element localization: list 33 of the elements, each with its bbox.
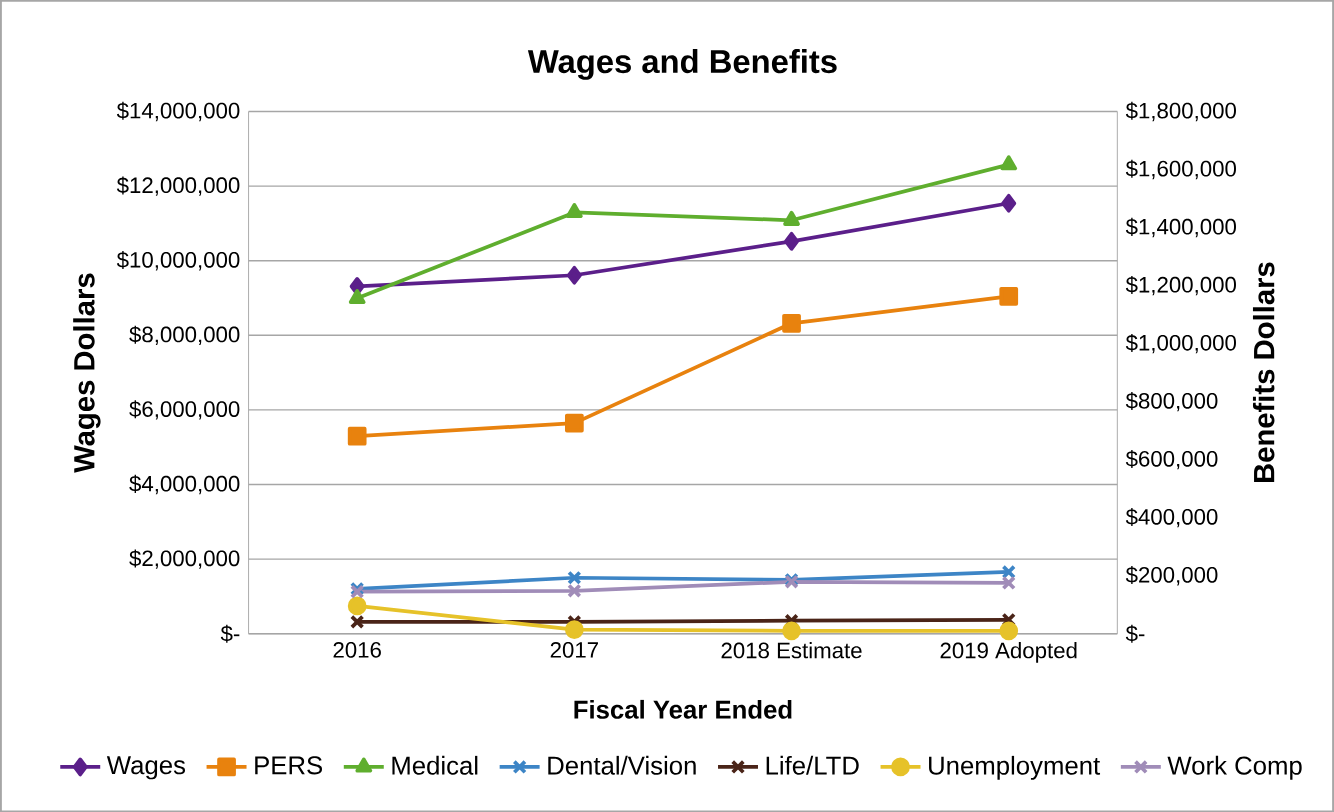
y2-axis-title: Benefits Dollars [1252, 262, 1275, 482]
legend-label: Unemployment [929, 755, 1101, 780]
legend-label: Wages [106, 756, 186, 780]
x-tick-label: 2017 [550, 641, 598, 658]
y-tick-label: $6,000,000 [129, 400, 240, 420]
legend-label: PERS [255, 756, 322, 775]
x-tick-label: 2018 Estimate [721, 641, 862, 659]
y2-tick-label: $1,000,000 [1125, 333, 1236, 354]
y-tick-label: $2,000,000 [129, 549, 240, 569]
legend-label: Dental/Vision [548, 755, 696, 775]
y2-tick-label: $1,200,000 [1125, 275, 1236, 296]
y-tick-label: $10,000,000 [116, 250, 240, 271]
chart-title: Wages and Benefits [527, 48, 837, 80]
legend-label: Life/LTD [766, 755, 859, 775]
y-tick-label: $- [220, 624, 240, 643]
y2-tick-label: $800,000 [1125, 391, 1218, 412]
x-axis-title: Fiscal Year Ended [574, 699, 792, 719]
x-tick-label: 2016 [333, 641, 381, 658]
y2-tick-label: $400,000 [1125, 507, 1218, 528]
y2-tick-label: $- [1125, 624, 1145, 643]
y-tick-label: $12,000,000 [116, 176, 240, 196]
y-tick-label: $14,000,000 [116, 101, 240, 121]
y2-tick-label: $1,400,000 [1125, 217, 1236, 237]
y2-tick-label: $1,800,000 [1125, 101, 1236, 121]
legend-label: Work Comp [1167, 755, 1302, 780]
y-axis-title: Wages Dollars [73, 273, 101, 473]
y-tick-label: $8,000,000 [129, 325, 240, 345]
y2-tick-label: $1,600,000 [1125, 159, 1236, 179]
y-tick-label: $4,000,000 [129, 474, 240, 494]
legend-label: Medical [392, 755, 478, 775]
y2-tick-label: $600,000 [1125, 449, 1218, 470]
y2-tick-label: $200,000 [1125, 565, 1218, 586]
x-tick-label: 2019 Adopted [940, 641, 1077, 663]
